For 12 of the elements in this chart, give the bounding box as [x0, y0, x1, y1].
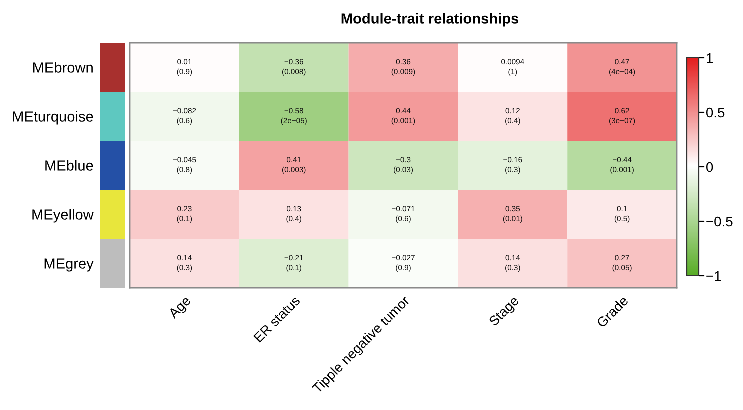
color-bar-label: −0.5: [706, 216, 733, 227]
y-tick-label: MEblue: [46, 160, 94, 171]
color-bar-label: 0.5: [706, 108, 725, 118]
y-tick-label: MEbrown: [33, 62, 93, 73]
y-tick-label: MEgrey: [44, 258, 94, 272]
color-bar-label: 1: [707, 53, 713, 64]
chart-title: Module-trait relationships: [342, 13, 519, 27]
color-bar-label: −1: [706, 271, 722, 282]
color-bar-label: 0: [706, 162, 714, 172]
y-tick-label: MEturquoise: [13, 111, 94, 125]
x-tick-label: Age: [168, 296, 194, 322]
y-tick-label: MEyellow: [32, 209, 94, 223]
